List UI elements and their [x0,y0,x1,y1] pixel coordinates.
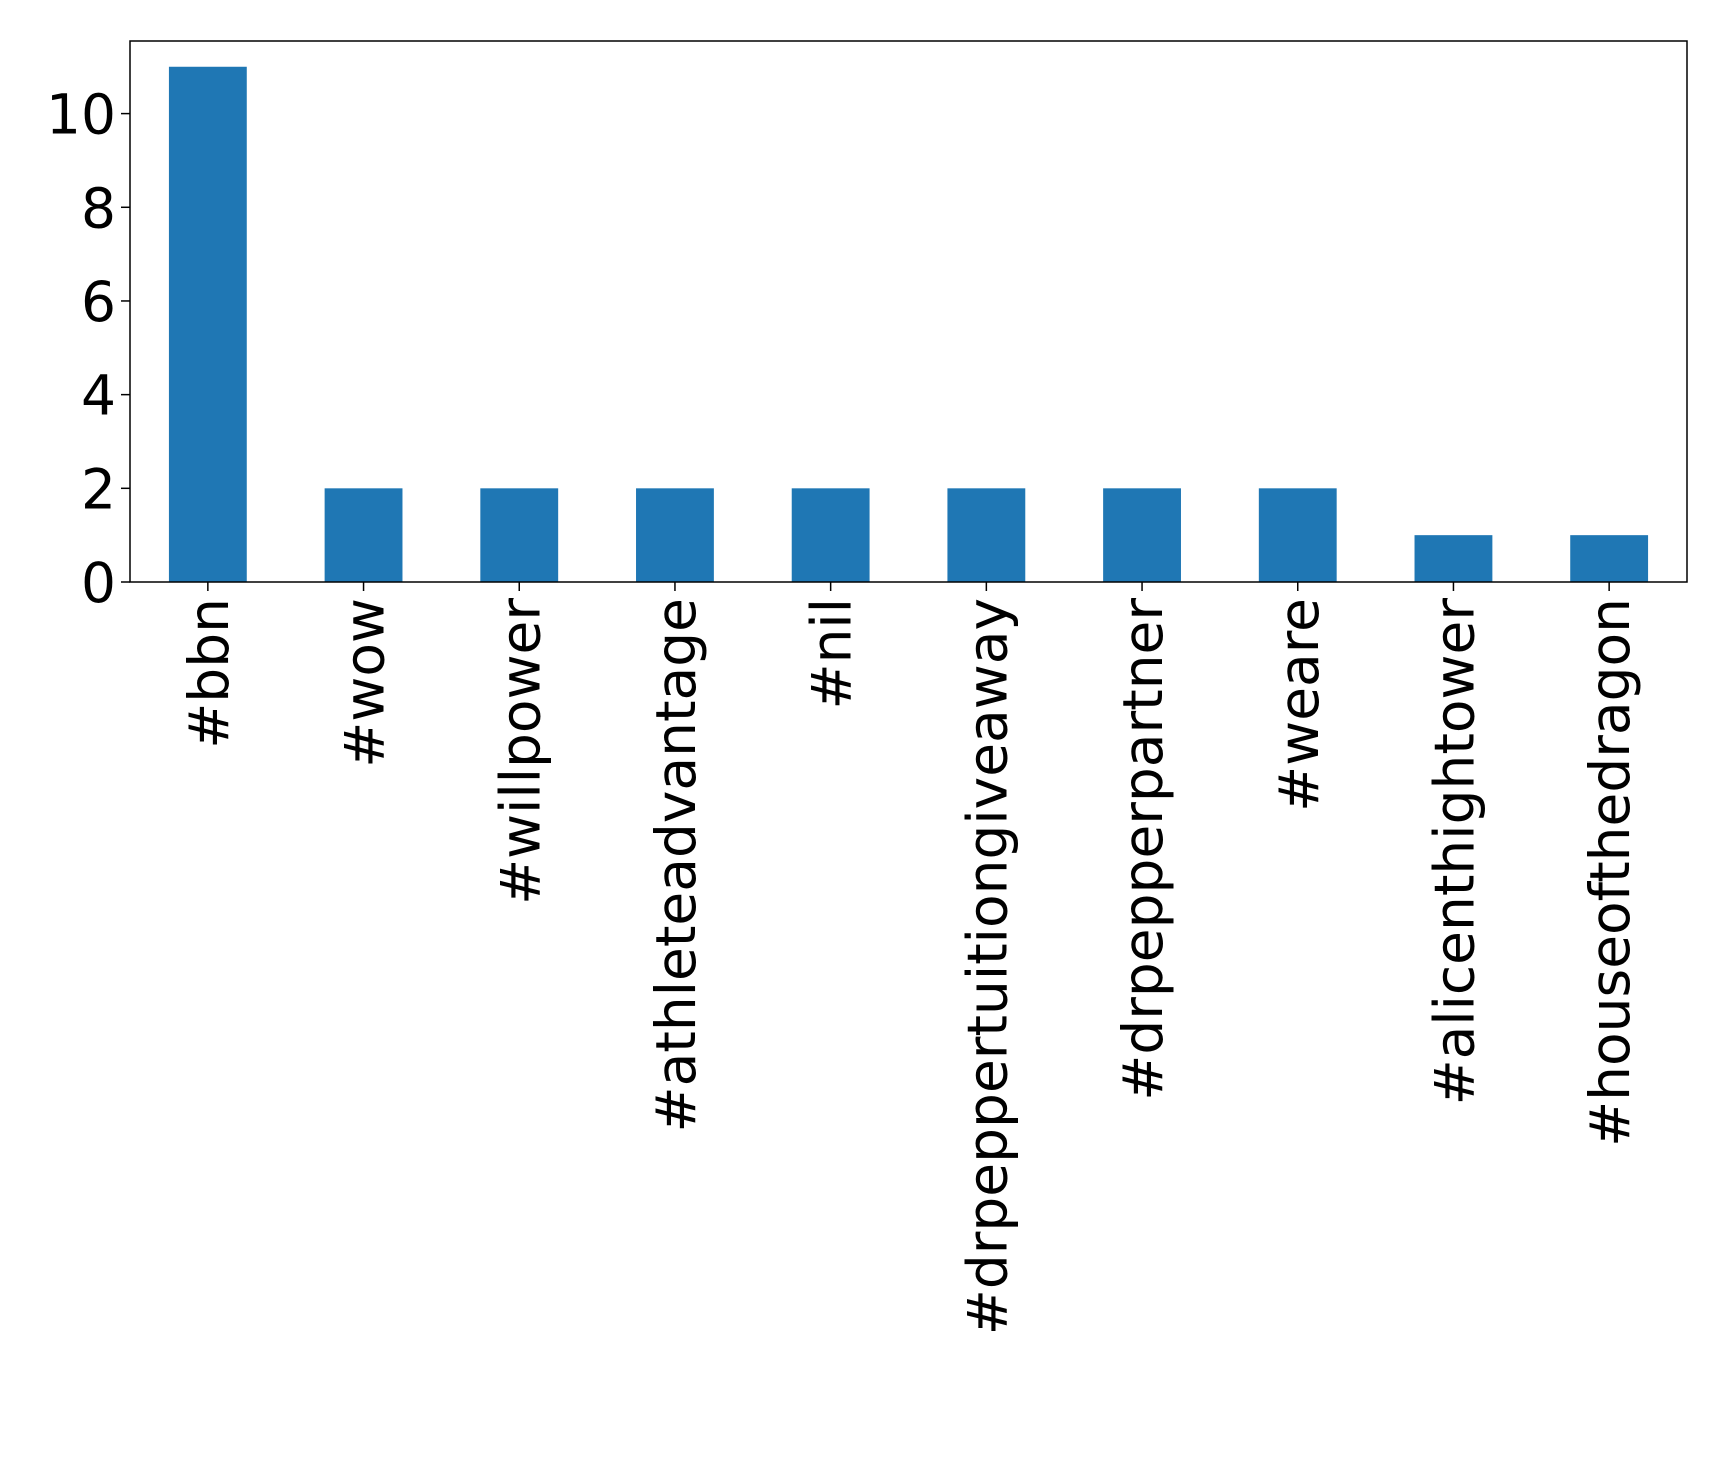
x-tick-label: #alicenthightower [1422,598,1486,1106]
bar [168,66,247,582]
x-tick-label: #weare [1267,598,1331,812]
bar [1414,535,1493,582]
y-tick-label: 0 [81,551,116,615]
x-tick-label: #wow [333,598,397,768]
y-tick-label: 4 [81,364,116,428]
plot-frame [129,40,1688,583]
y-tick-label: 8 [81,176,116,240]
bar [324,488,403,582]
bar [791,488,870,582]
x-tick-label: #drpeppertuitiongiveaway [955,598,1019,1335]
y-tick-label: 10 [46,83,116,147]
x-tick-label: #nil [800,598,864,710]
bar [1103,488,1181,582]
x-tick-label: #drpepperpartner [1111,598,1175,1101]
bar [636,488,714,582]
x-tick-label: #willpower [488,598,552,905]
y-tick-label: 2 [81,457,116,521]
x-tick-label: #athleteadvantage [644,598,708,1132]
y-tick-label: 6 [81,270,116,334]
x-tick-label: #bbn [177,598,241,749]
bar [1258,488,1337,582]
bar [480,488,559,582]
bar [947,488,1026,582]
x-tick-label: #houseofthedragon [1578,598,1642,1147]
bar [1570,535,1649,582]
